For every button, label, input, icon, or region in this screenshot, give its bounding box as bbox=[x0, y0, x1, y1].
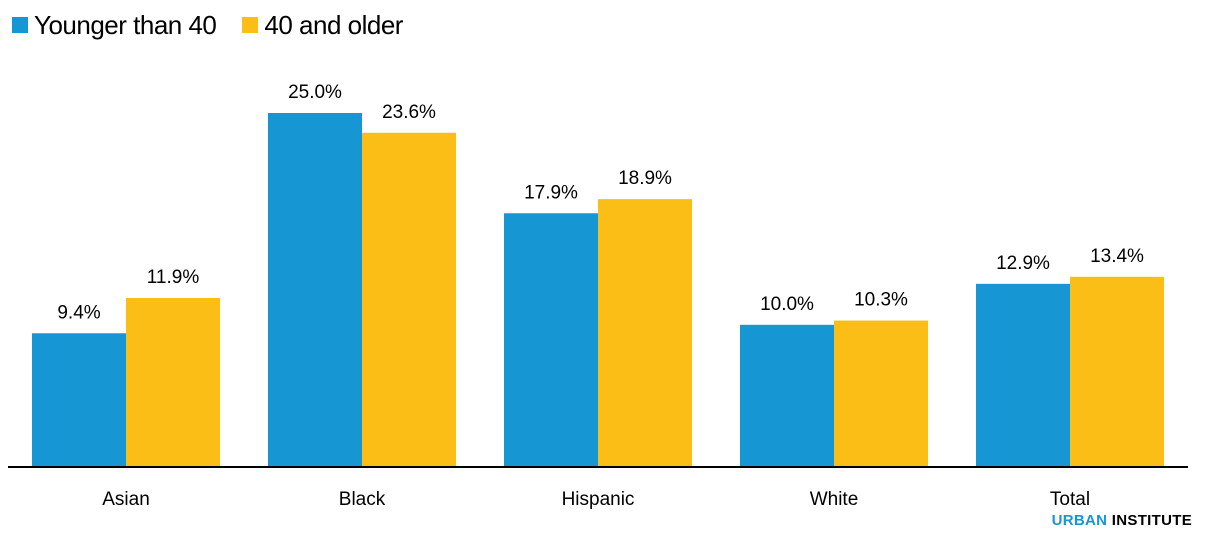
data-label-black-series-1: 25.0% bbox=[288, 82, 342, 103]
legend-item-older: 40 and older bbox=[242, 10, 403, 41]
category-label-black: Black bbox=[339, 489, 386, 510]
brand-part-institute: INSTITUTE bbox=[1111, 512, 1192, 529]
bar-white-series-1 bbox=[740, 324, 834, 466]
data-label-asian-series-2: 11.9% bbox=[147, 267, 200, 288]
category-label-asian: Asian bbox=[102, 489, 150, 510]
brand-logo: URBAN INSTITUTE bbox=[1052, 512, 1192, 529]
bar-asian-series-1 bbox=[32, 333, 126, 466]
bar-black-series-2 bbox=[362, 132, 456, 466]
data-label-black-series-2: 23.6% bbox=[382, 102, 436, 123]
legend-label-younger: Younger than 40 bbox=[34, 9, 217, 40]
category-label-white: White bbox=[810, 489, 859, 510]
data-label-total-series-2: 13.4% bbox=[1090, 246, 1144, 267]
data-label-white-series-1: 10.0% bbox=[760, 294, 814, 315]
data-label-asian-series-1: 9.4% bbox=[57, 302, 100, 323]
legend-swatch-younger bbox=[12, 17, 28, 33]
data-label-white-series-2: 10.3% bbox=[854, 290, 908, 311]
data-label-hispanic-series-2: 18.9% bbox=[618, 168, 672, 189]
legend-swatch-older bbox=[242, 17, 259, 33]
bar-hispanic-series-1 bbox=[504, 213, 598, 466]
data-label-total-series-1: 12.9% bbox=[996, 253, 1050, 274]
legend-item-younger: Younger than 40 bbox=[12, 9, 217, 41]
data-label-hispanic-series-1: 17.9% bbox=[524, 182, 578, 203]
legend-label-older: 40 and older bbox=[264, 9, 403, 40]
bar-total-series-1 bbox=[976, 283, 1070, 466]
bar-black-series-1 bbox=[268, 113, 362, 466]
category-label-total: Total bbox=[1050, 489, 1090, 510]
legend: Younger than 40 40 and older bbox=[12, 8, 403, 42]
category-label-hispanic: Hispanic bbox=[562, 489, 635, 510]
brand-part-urban: URBAN bbox=[1051, 512, 1108, 529]
bar-asian-series-2 bbox=[126, 297, 220, 466]
bar-total-series-2 bbox=[1070, 276, 1164, 466]
bar-white-series-2 bbox=[834, 320, 928, 466]
bar-hispanic-series-2 bbox=[598, 199, 692, 466]
